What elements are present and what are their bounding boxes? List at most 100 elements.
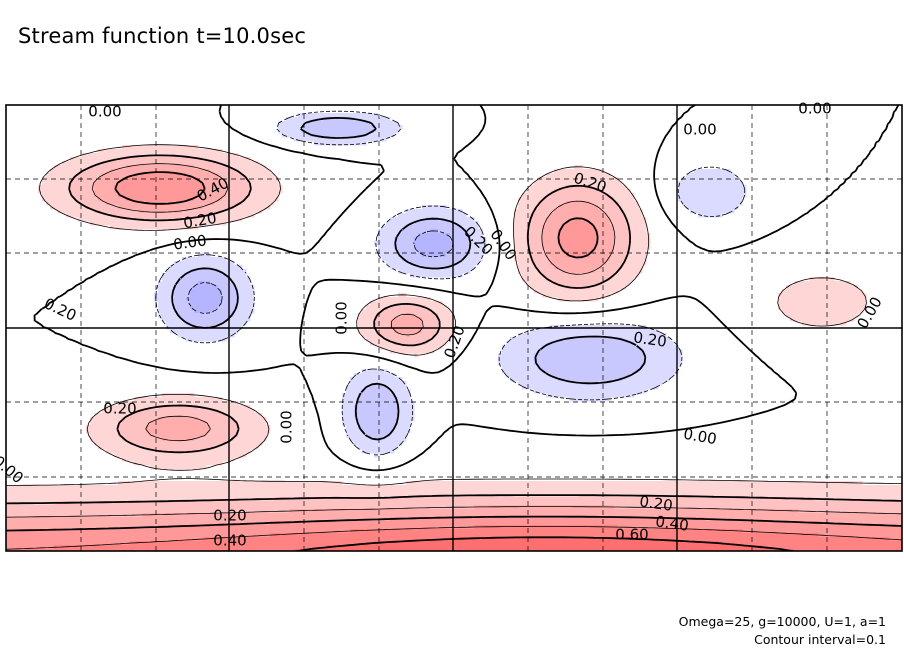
field-cell xyxy=(566,381,571,386)
field-cell xyxy=(250,413,255,418)
field-cell xyxy=(790,301,795,306)
field-cell xyxy=(578,201,583,206)
field-cell xyxy=(446,269,451,274)
field-cell xyxy=(290,125,295,130)
field-cell xyxy=(534,217,539,222)
field-cell xyxy=(558,277,563,282)
field-cell xyxy=(314,137,319,142)
field-cell xyxy=(258,193,263,198)
field-cell xyxy=(242,205,247,210)
field-cell xyxy=(402,221,407,226)
field-cell xyxy=(98,421,103,426)
field-cell xyxy=(538,349,543,354)
field-cell xyxy=(178,433,183,438)
field-cell xyxy=(586,249,591,254)
field-cell xyxy=(198,169,203,174)
field-cell xyxy=(162,161,167,166)
field-cell xyxy=(254,209,259,214)
field-cell xyxy=(546,329,551,334)
field-cell xyxy=(114,205,119,210)
field-cell xyxy=(614,205,619,210)
field-cell xyxy=(638,241,643,246)
field-cell xyxy=(526,189,531,194)
field-cell xyxy=(566,353,571,358)
field-cell xyxy=(462,245,467,250)
field-cell xyxy=(610,285,615,290)
field-cell xyxy=(538,373,543,378)
field-cell xyxy=(406,389,411,394)
field-cell xyxy=(610,381,615,386)
field-cell xyxy=(198,397,203,402)
field-cell xyxy=(422,233,427,238)
field-cell xyxy=(106,161,111,166)
field-cell xyxy=(354,381,359,386)
field-cell xyxy=(174,269,179,274)
field-cell xyxy=(614,261,619,266)
field-cell xyxy=(650,381,655,386)
field-cell xyxy=(578,357,583,362)
field-cell xyxy=(542,189,547,194)
field-cell xyxy=(262,197,267,202)
field-cell xyxy=(106,437,111,442)
field-cell xyxy=(410,409,415,414)
field-cell xyxy=(206,221,211,226)
field-cell xyxy=(234,173,239,178)
field-cell xyxy=(590,385,595,390)
field-cell xyxy=(190,213,195,218)
field-cell xyxy=(382,229,387,234)
field-cell xyxy=(642,349,647,354)
field-cell xyxy=(362,385,367,390)
field-cell xyxy=(130,145,135,150)
field-cell xyxy=(58,173,63,178)
field-cell xyxy=(110,429,115,434)
field-cell xyxy=(402,333,407,338)
field-cell xyxy=(378,397,383,402)
field-cell xyxy=(218,337,223,342)
field-cell xyxy=(626,389,631,394)
field-cell xyxy=(446,273,451,278)
field-cell xyxy=(218,405,223,410)
field-cell xyxy=(162,293,167,298)
field-cell xyxy=(562,237,567,242)
field-cell xyxy=(618,201,623,206)
field-cell xyxy=(606,265,611,270)
field-cell xyxy=(238,209,243,214)
field-cell xyxy=(606,389,611,394)
field-cell xyxy=(126,185,131,190)
field-cell xyxy=(562,357,567,362)
field-cell xyxy=(570,205,575,210)
field-cell xyxy=(630,357,635,362)
field-cell xyxy=(526,261,531,266)
field-cell xyxy=(410,305,415,310)
field-cell xyxy=(634,269,639,274)
field-cell xyxy=(434,233,439,238)
field-cell xyxy=(622,185,627,190)
field-cell xyxy=(398,337,403,342)
field-cell xyxy=(558,233,563,238)
field-cell xyxy=(170,277,175,282)
field-cell xyxy=(182,289,187,294)
field-cell xyxy=(574,245,579,250)
field-cell xyxy=(446,317,451,322)
field-cell xyxy=(638,249,643,254)
field-cell xyxy=(534,213,539,218)
field-cell xyxy=(210,433,215,438)
field-cell xyxy=(606,365,611,370)
field-cell xyxy=(142,401,147,406)
field-cell xyxy=(382,129,387,134)
field-cell xyxy=(422,309,427,314)
field-cell xyxy=(166,145,171,150)
field-cell xyxy=(614,245,619,250)
field-cell xyxy=(446,241,451,246)
field-cell xyxy=(598,389,603,394)
field-cell xyxy=(658,369,663,374)
field-cell xyxy=(358,381,363,386)
field-cell xyxy=(186,149,191,154)
field-cell xyxy=(218,317,223,322)
field-cell xyxy=(386,409,391,414)
field-cell xyxy=(210,177,215,182)
field-cell xyxy=(514,225,519,230)
field-cell xyxy=(426,233,431,238)
field-cell xyxy=(134,145,139,150)
field-cell xyxy=(506,357,511,362)
